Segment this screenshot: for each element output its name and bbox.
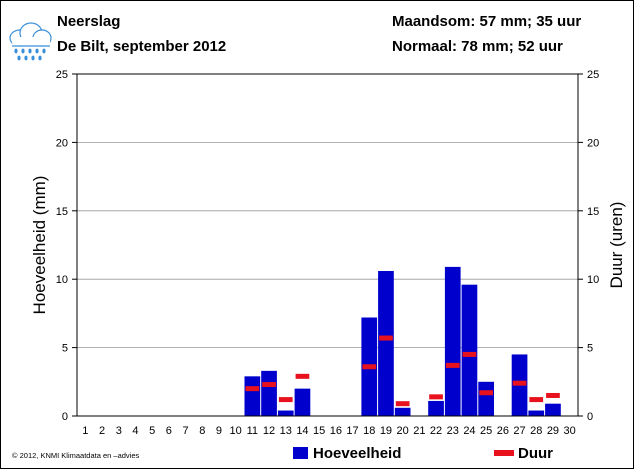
duration-marker — [479, 390, 493, 396]
legend: Hoeveelheid Duur — [293, 445, 553, 462]
monthly-sum: Maandsom: 57 mm; 35 uur — [392, 13, 582, 30]
y-tick-label: 25 — [56, 69, 68, 81]
duration-marker — [245, 386, 260, 392]
legend-bar-label: Hoeveelheid — [313, 445, 401, 462]
y2-tick-label: 5 — [587, 343, 593, 355]
x-tick-label: 21 — [413, 425, 425, 437]
x-tick-label: 12 — [263, 425, 275, 437]
x-tick-label: 11 — [247, 425, 258, 437]
plot-area — [76, 73, 579, 417]
x-tick-label: 16 — [330, 425, 342, 437]
duration-marker — [445, 362, 460, 368]
y-tick-label: 10 — [56, 274, 68, 286]
bar — [294, 388, 311, 416]
grid-lines — [77, 141, 578, 349]
y-tick-label: 0 — [62, 411, 68, 423]
rain-cloud-icon — [9, 22, 52, 61]
duration-marker — [512, 380, 527, 386]
legend-bar-swatch — [293, 447, 308, 459]
x-tick-label: 22 — [430, 425, 442, 437]
x-tick-label: 25 — [480, 425, 492, 437]
chart-title: Neerslag — [57, 13, 121, 30]
duration-marker — [278, 397, 293, 403]
y-tick-label: 15 — [56, 206, 68, 218]
x-tick-label: 30 — [564, 425, 576, 437]
bar — [261, 370, 277, 416]
right-axis-ticks: 0 5 10 15 20 25 — [578, 69, 599, 423]
duration-marker — [462, 351, 477, 357]
x-tick-label: 26 — [497, 425, 509, 437]
legend-duration-label: Duur — [518, 445, 553, 462]
y2-tick-label: 10 — [587, 274, 599, 286]
bar — [461, 284, 478, 416]
duration-marker — [546, 392, 560, 398]
duration-marker — [295, 373, 310, 379]
x-tick-label: 27 — [513, 425, 525, 437]
duration-marker — [262, 382, 276, 388]
x-tick-label: 19 — [380, 425, 392, 437]
y2-tick-label: 25 — [587, 69, 599, 81]
x-tick-label: 13 — [280, 425, 292, 437]
bar-series — [244, 266, 561, 416]
x-tick-label: 24 — [463, 425, 475, 437]
x-axis-ticks: 1 2 3 4 5 6 7 8 9 10 11 12 13 14 15 16 17 18 19 20 21 22 23 24 2… — [82, 425, 575, 437]
duration-series — [245, 335, 560, 407]
y2-tick-label: 15 — [587, 206, 599, 218]
x-tick-label: 6 — [166, 425, 172, 437]
y2-tick-label: 0 — [587, 411, 593, 423]
legend-duration-swatch — [494, 450, 514, 456]
x-tick-label: 1 — [82, 425, 88, 437]
duration-marker — [529, 397, 544, 403]
x-tick-label: 2 — [99, 425, 105, 437]
x-tick-label: 8 — [199, 425, 205, 437]
x-tick-label: 20 — [397, 425, 409, 437]
x-tick-label: 15 — [313, 425, 325, 437]
x-tick-label: 3 — [116, 425, 122, 437]
duration-marker — [429, 394, 443, 400]
y2-tick-label: 20 — [587, 137, 599, 149]
chart-subtitle: De Bilt, september 2012 — [57, 38, 227, 55]
duration-marker — [379, 335, 393, 341]
left-axis-title: Hoeveelheid (mm) — [30, 176, 49, 315]
bar — [394, 407, 411, 416]
y-tick-label: 20 — [56, 137, 68, 149]
y-tick-label: 5 — [62, 343, 68, 355]
bar — [444, 266, 461, 416]
x-tick-label: 5 — [149, 425, 155, 437]
bar — [528, 410, 545, 416]
bar — [478, 381, 494, 416]
x-tick-label: 14 — [296, 425, 308, 437]
bar — [277, 410, 294, 416]
x-tick-label: 17 — [346, 425, 358, 437]
x-tick-label: 4 — [132, 425, 138, 437]
x-tick-label: 29 — [547, 425, 559, 437]
duration-marker — [362, 364, 377, 370]
bar — [545, 403, 561, 416]
bar — [378, 270, 394, 416]
bar — [428, 400, 444, 416]
duration-marker — [395, 401, 410, 407]
x-tick-label: 10 — [230, 425, 242, 437]
right-axis-title: Duur (uren) — [607, 202, 626, 289]
x-tick-label: 28 — [530, 425, 542, 437]
bar — [244, 376, 261, 416]
x-tick-label: 7 — [182, 425, 188, 437]
x-tick-label: 18 — [363, 425, 375, 437]
x-tick-label: 23 — [447, 425, 459, 437]
left-axis-ticks: 0 5 10 15 20 25 — [56, 69, 77, 423]
copyright-text: © 2012, KNMI Klimaatdata en –advies — [12, 451, 140, 460]
x-tick-label: 9 — [216, 425, 222, 437]
normal-value: Normaal: 78 mm; 52 uur — [392, 38, 563, 55]
